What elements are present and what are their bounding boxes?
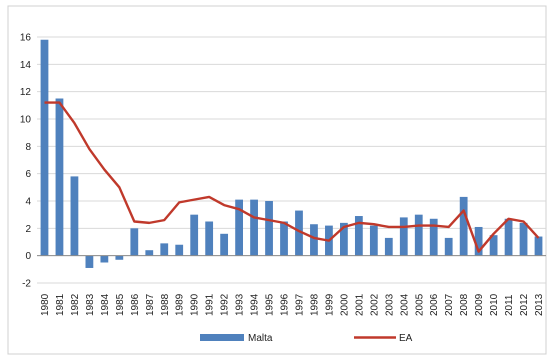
x-tick-label: 2008 — [459, 293, 470, 316]
x-tick-label: 1993 — [235, 293, 246, 316]
x-tick-label: 2007 — [444, 293, 455, 316]
x-tick-label: 2003 — [384, 293, 395, 316]
x-tick-label: 1986 — [130, 293, 141, 316]
x-tick-label: 2001 — [354, 293, 365, 316]
bar-malta — [354, 216, 363, 256]
bar-malta — [399, 217, 408, 256]
bar-malta — [429, 218, 438, 256]
bar-malta — [265, 201, 273, 256]
y-tick-label: 4 — [25, 197, 31, 208]
x-tick-label: 2000 — [339, 293, 350, 316]
y-tick-label: 10 — [20, 115, 32, 126]
x-tick-label: 1987 — [145, 293, 156, 316]
bar-malta — [384, 237, 393, 256]
bar-malta — [175, 244, 184, 256]
x-tick-label: 1996 — [280, 293, 291, 316]
legend-malta-label: Malta — [248, 333, 273, 344]
y-tick-label: -2 — [22, 279, 31, 290]
bar-malta — [40, 39, 49, 256]
bar-malta — [340, 222, 348, 256]
x-tick-label: 1988 — [160, 293, 171, 316]
legend-ea-label: EA — [399, 333, 413, 344]
legend: Malta EA — [200, 333, 413, 344]
bar-malta — [55, 98, 64, 256]
y-tick-label: 16 — [20, 33, 32, 44]
x-tick-label: 1981 — [55, 293, 66, 316]
bar-malta — [220, 233, 229, 256]
x-tick-label: 1994 — [250, 293, 261, 316]
legend-malta-swatch — [200, 334, 244, 341]
bar-malta — [280, 221, 288, 256]
x-tick-label: 1990 — [190, 293, 201, 316]
y-tick-label: 12 — [20, 87, 32, 98]
y-tick-label: 6 — [25, 169, 31, 180]
x-tick-label: 2006 — [429, 293, 440, 316]
x-tick-label: 2005 — [414, 293, 425, 316]
bar-malta — [205, 221, 214, 256]
y-tick-label: 8 — [25, 142, 31, 153]
x-tick-label: 1982 — [70, 293, 81, 316]
bar-malta — [369, 225, 378, 256]
bar-malta — [145, 250, 154, 256]
x-tick-label: 1984 — [100, 293, 111, 316]
bar-malta — [85, 255, 94, 268]
bar-malta — [235, 199, 243, 256]
x-tick-label: 1992 — [220, 293, 231, 316]
x-tick-label: 1980 — [40, 293, 51, 316]
x-tick-label: 1997 — [294, 293, 305, 316]
bar-malta — [295, 210, 303, 256]
x-tick-label: 2009 — [474, 293, 485, 316]
bar-malta — [444, 237, 453, 256]
x-tick-label: 1998 — [309, 293, 320, 316]
x-tick-label: 1991 — [205, 293, 216, 316]
bar-malta — [474, 226, 483, 256]
ea-line — [44, 101, 540, 253]
x-tick-label: 2010 — [489, 293, 500, 316]
x-tick-label: 2004 — [399, 293, 410, 316]
bar-malta — [100, 255, 109, 263]
bar-malta — [250, 199, 258, 256]
y-tick-label: 0 — [25, 251, 31, 262]
bar-malta — [310, 224, 318, 256]
bar-malta — [190, 214, 199, 256]
y-axis: -2 0 2 4 6 8 10 12 14 16 — [20, 33, 32, 290]
bar-malta — [160, 243, 169, 256]
bar-malta — [459, 196, 468, 256]
y-tick-label: 2 — [25, 224, 31, 235]
x-tick-label: 1989 — [175, 293, 186, 316]
x-tick-label: 1999 — [324, 293, 335, 316]
bar-malta — [414, 214, 423, 256]
x-tick-label: 2012 — [519, 293, 530, 316]
x-tick-label: 2002 — [369, 293, 380, 316]
bar-malta — [489, 235, 498, 256]
bar-malta — [534, 236, 543, 256]
bar-malta — [70, 176, 79, 256]
y-tick-label: 14 — [20, 60, 32, 71]
malta-bars — [40, 39, 543, 268]
x-tick-label: 1985 — [115, 293, 126, 316]
x-tick-label: 2011 — [504, 294, 515, 316]
x-tick-label: 1983 — [85, 293, 96, 316]
bar-malta — [504, 218, 513, 256]
bar-malta — [115, 255, 124, 260]
x-tick-label: 1995 — [265, 293, 276, 316]
x-tick-label: 2013 — [534, 293, 545, 316]
bar-malta — [519, 222, 528, 256]
x-axis: 1980 1981 1982 1983 1984 1985 1986 1987 1988 1989… — [40, 293, 545, 316]
bar-malta — [130, 228, 139, 256]
